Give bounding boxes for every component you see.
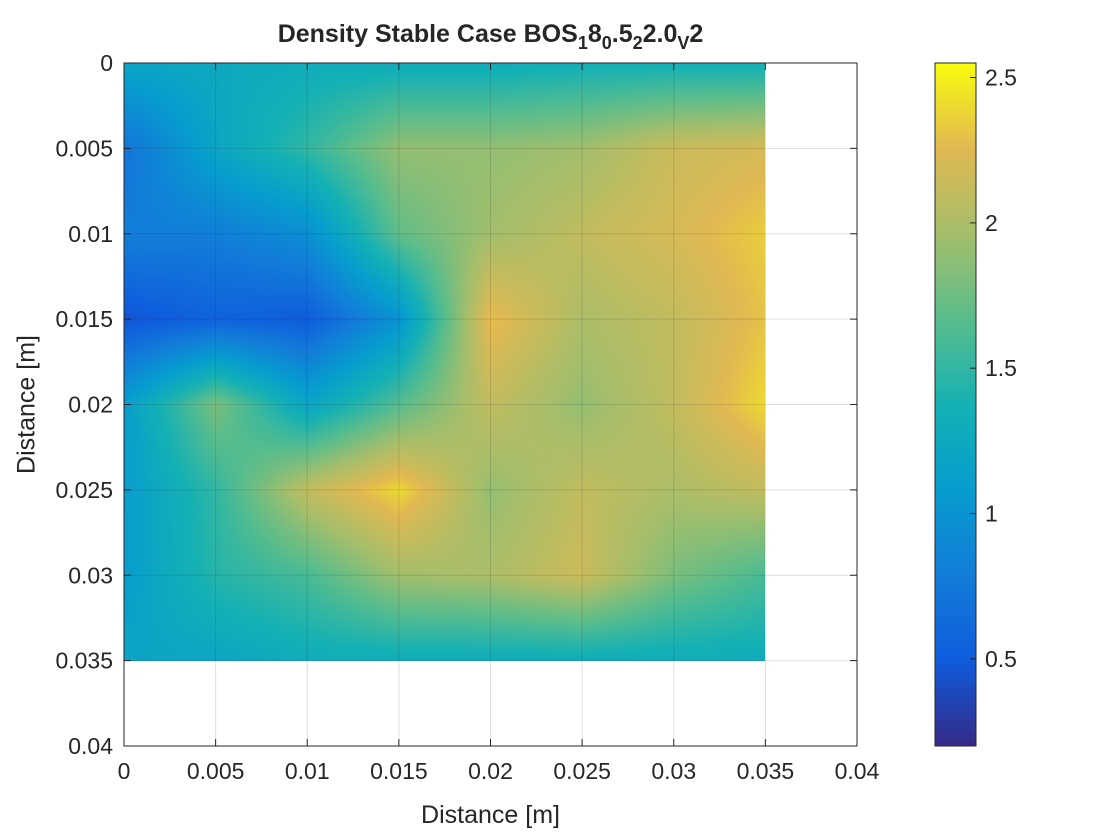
colorbar-tick-label: 2 bbox=[985, 210, 998, 236]
title-part: 8 bbox=[588, 20, 602, 48]
colorbar-tick-label: 0.5 bbox=[985, 646, 1017, 672]
y-tick-label: 0 bbox=[100, 50, 113, 76]
title-part: V bbox=[677, 33, 689, 53]
colorbar-gradient bbox=[935, 63, 976, 746]
y-tick-label: 0.03 bbox=[68, 562, 113, 588]
heatmap-image bbox=[124, 63, 765, 661]
chart-title: Density Stable Case BOS180.522.0V2 bbox=[278, 20, 704, 53]
colorbar-tick-label: 1 bbox=[985, 500, 998, 526]
title-part: 2 bbox=[689, 20, 703, 48]
title-part: .5 bbox=[612, 20, 633, 48]
x-tick-label: 0.005 bbox=[187, 758, 245, 784]
x-tick-label: 0.03 bbox=[651, 758, 696, 784]
heatmap-layer bbox=[124, 63, 765, 661]
y-axis-label: Distance [m] bbox=[13, 335, 41, 474]
x-axis-ticks: 0 0.005 0.01 0.015 0.02 0.025 0.03 0.035 0.04 bbox=[118, 63, 880, 784]
x-tick-label: 0.015 bbox=[370, 758, 428, 784]
x-tick-label: 0 bbox=[118, 758, 131, 784]
colorbar-frame bbox=[934, 62, 977, 747]
title-part: 2.0 bbox=[643, 20, 678, 48]
y-tick-label: 0.035 bbox=[55, 648, 113, 674]
title-part: 1 bbox=[578, 33, 588, 53]
x-tick-label: 0.02 bbox=[468, 758, 513, 784]
y-tick-label: 0.01 bbox=[68, 221, 113, 247]
y-tick-label: 0.025 bbox=[55, 477, 113, 503]
y-tick-label: 0.04 bbox=[68, 733, 113, 759]
x-tick-label: 0.01 bbox=[285, 758, 330, 784]
x-tick-label: 0.04 bbox=[835, 758, 880, 784]
y-tick-label: 0.015 bbox=[55, 306, 113, 332]
y-tick-label: 0.005 bbox=[55, 135, 113, 161]
x-axis-label: Distance [m] bbox=[421, 801, 560, 829]
colorbar-tick-label: 1.5 bbox=[985, 355, 1017, 381]
title-part: 2 bbox=[633, 33, 643, 53]
y-axis-ticks: 0 0.005 0.01 0.015 0.02 0.025 0.03 0.035 0.04 bbox=[55, 50, 857, 759]
title-part: Density Stable Case BOS bbox=[278, 20, 578, 48]
colorbar-tick-label: 2.5 bbox=[985, 65, 1017, 91]
y-tick-label: 0.02 bbox=[68, 392, 113, 418]
x-tick-label: 0.025 bbox=[553, 758, 611, 784]
colorbar: 0.5 1 1.5 2 2.5 bbox=[934, 62, 1017, 747]
x-tick-label: 0.035 bbox=[737, 758, 795, 784]
title-part: 0 bbox=[602, 33, 612, 53]
